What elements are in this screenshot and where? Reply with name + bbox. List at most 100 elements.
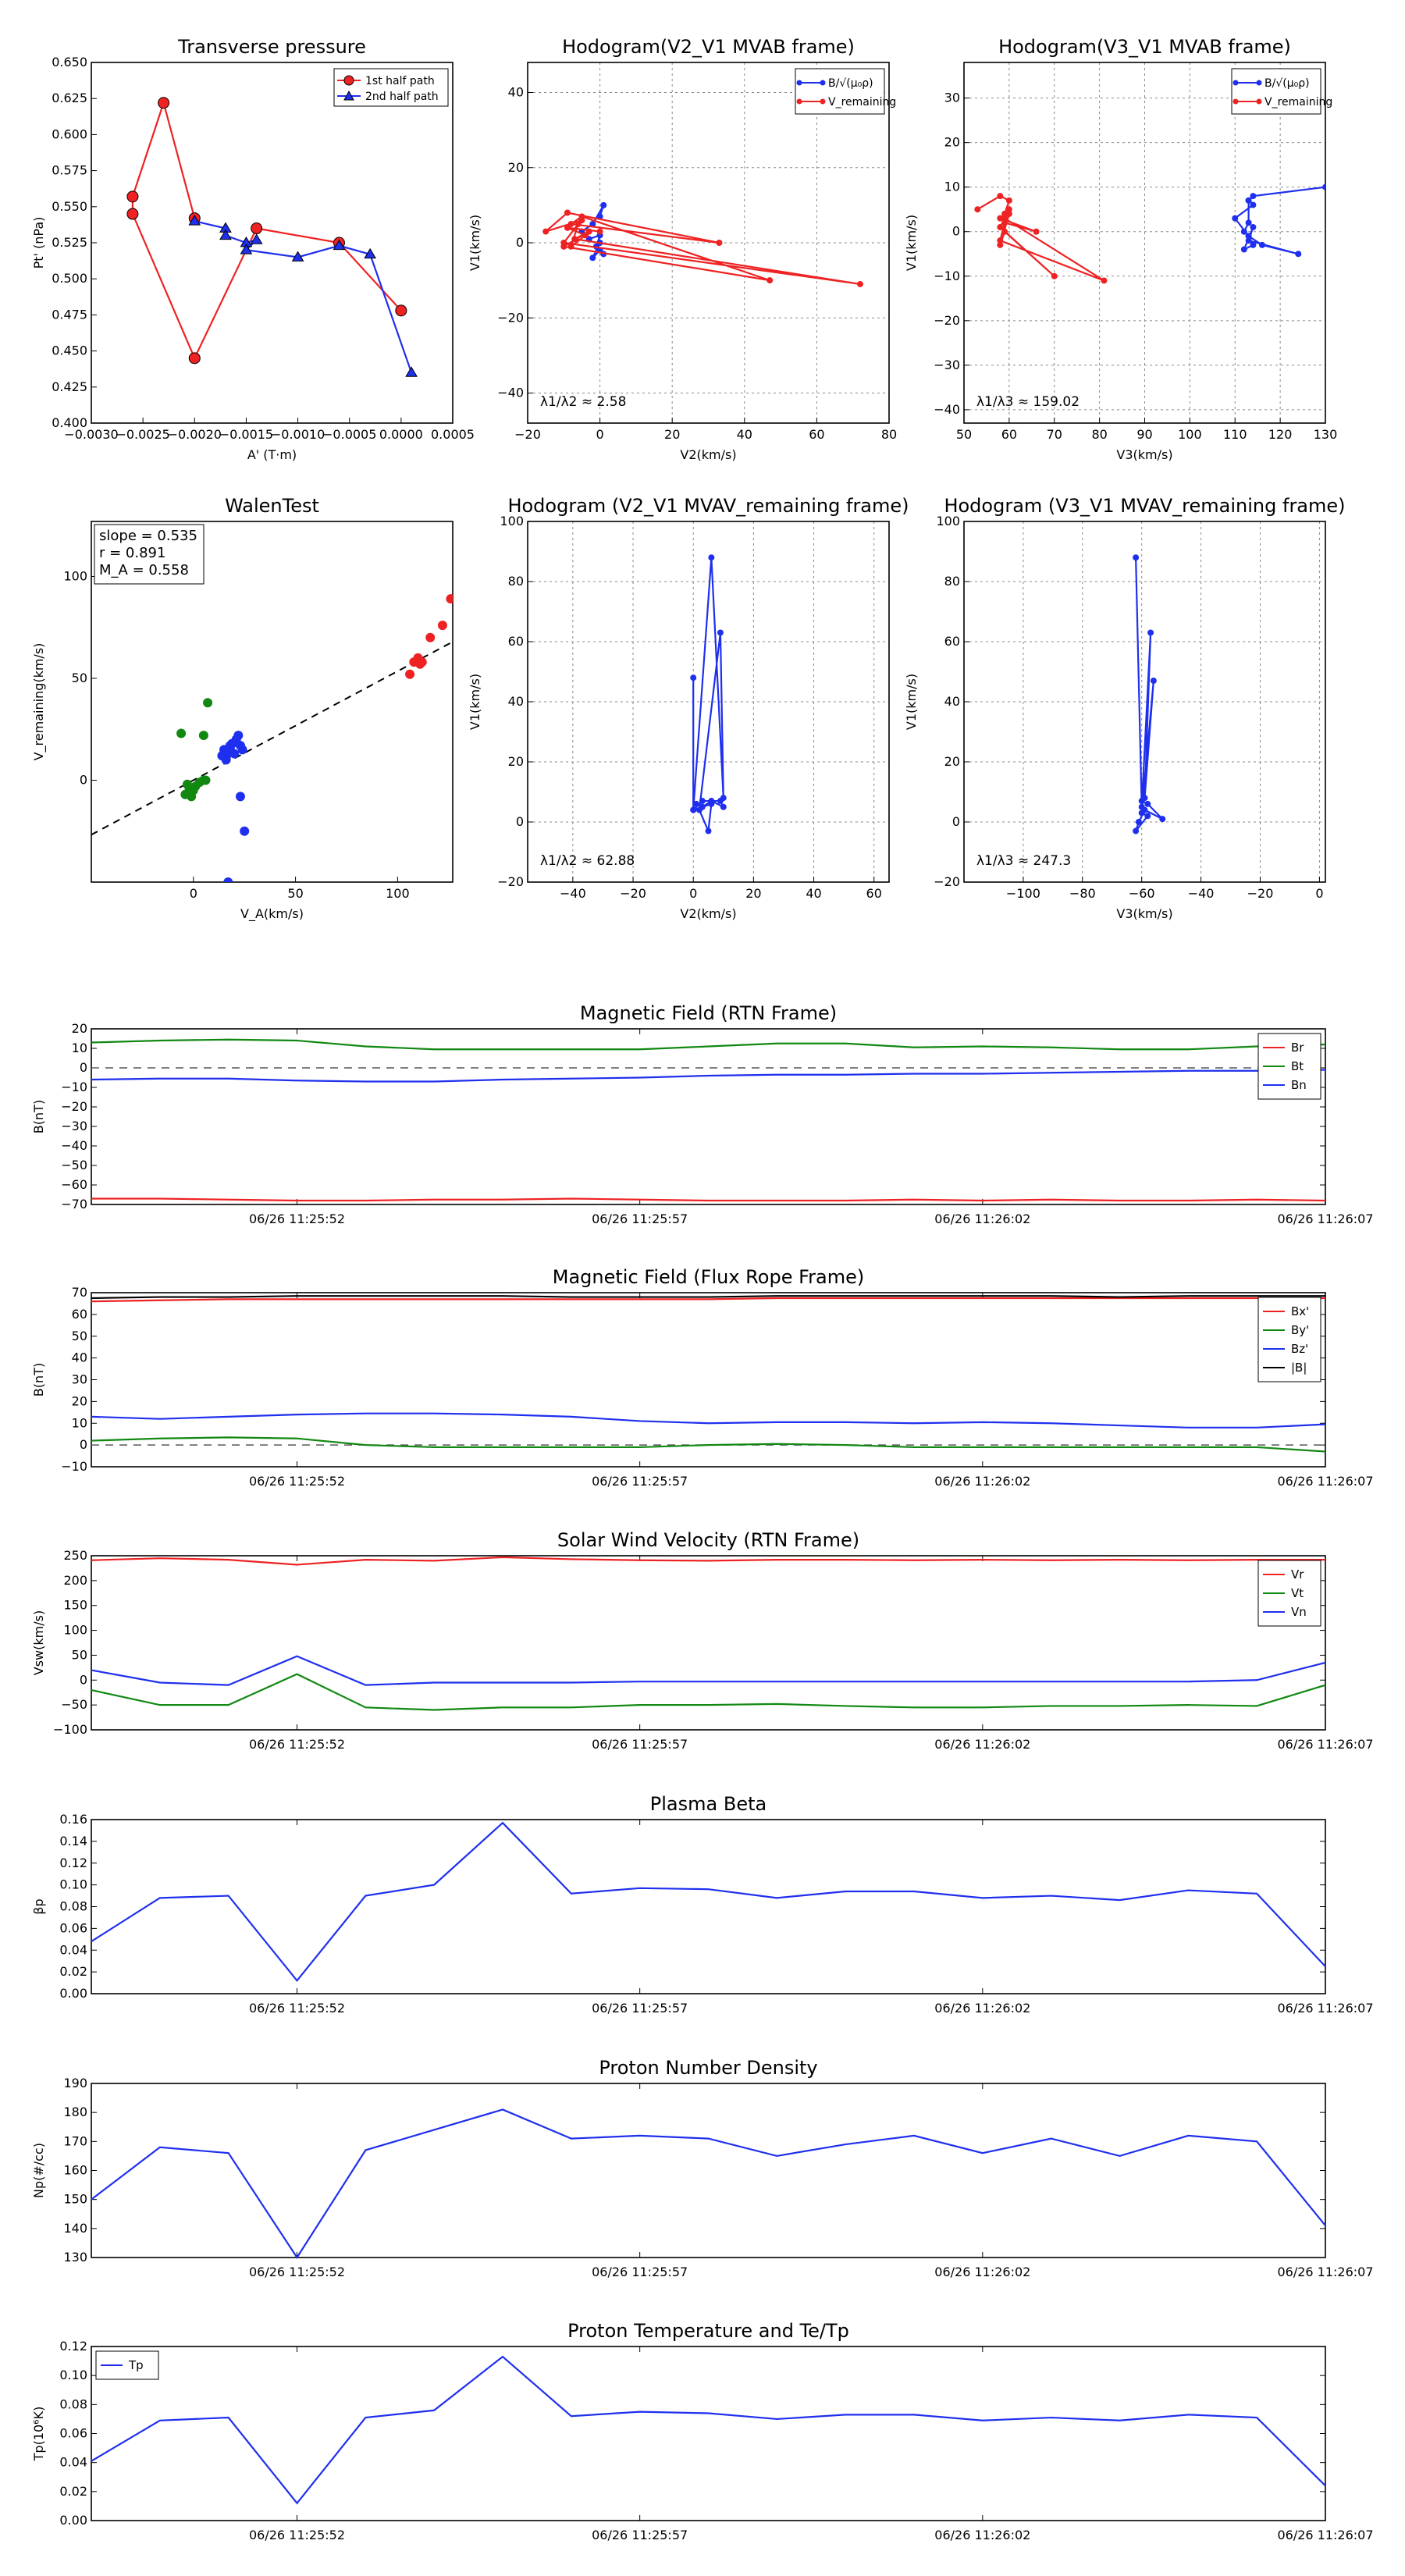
x-tick-label: 110 [1223,427,1247,442]
data-point [1141,806,1148,813]
x-tick-label: 06/26 11:26:02 [934,1737,1030,1752]
x-tick-label: 06/26 11:26:07 [1277,1737,1373,1752]
y-tick-label: 60 [72,1307,87,1322]
y-tick-label: 40 [944,694,960,709]
y-tick-label: −70 [61,1197,87,1212]
data-point [582,232,589,239]
legend-marker [796,80,802,86]
legend-label: |B| [1291,1361,1307,1375]
x-tick-label: 06/26 11:25:52 [249,2265,345,2279]
legend-label: Br [1291,1041,1304,1055]
y-tick-label: 0.600 [52,126,87,141]
x-tick-label: 06/26 11:25:57 [592,2528,688,2542]
x-tick-label: −40 [560,886,586,901]
data-point [126,190,139,203]
y-tick-label: 40 [508,694,524,709]
series-line-Vn [91,1655,1326,1686]
plot-area [126,97,418,377]
data-point [1250,241,1257,248]
y-tick-label: 0.02 [59,2484,87,2499]
panel-solar-wind-velocity: Solar Wind Velocity (RTN Frame) −100 −50 0 5… [31,1529,1374,1752]
series-line-beta [91,1821,1326,1983]
y-tick-label: 20 [508,160,524,175]
series-line-Bz' [91,1412,1326,1429]
y-tick-label: 0.10 [59,2368,87,2382]
data-point [176,728,187,738]
data-point [219,229,232,240]
data-point [578,213,585,220]
y-tick-label: 130 [63,2250,87,2265]
legend-box [1231,68,1321,115]
data-point [188,215,201,226]
plot-area [690,554,727,834]
series-line-1st half path [131,99,402,361]
y-tick-label: 0.625 [52,91,87,105]
y-tick-label: 80 [508,574,524,589]
y-tick-label: 20 [944,135,960,150]
x-tick-label: −0.0010 [271,427,325,442]
x-tick-label: 06/26 11:26:02 [934,2265,1030,2279]
y-axis-label: V_remaining(km/s) [31,643,47,761]
data-point [221,753,231,763]
x-tick-label: 06/26 11:26:07 [1277,1212,1373,1226]
y-tick-label: 0.12 [59,2339,87,2354]
x-tick-label: 06/26 11:26:07 [1277,2528,1373,2542]
data-point [690,806,697,813]
axes-frame [91,1292,1326,1468]
y-tick-label: 0 [80,1672,87,1687]
data-point [405,669,415,679]
data-point [708,554,715,561]
chart-title: WalenTest [225,495,319,517]
data-point [225,741,235,751]
panel-hodogram-v2-v1-mvav: Hodogram (V2_V1 MVAV_remaining frame) −40… [468,495,909,921]
series-line-Vr [91,1556,1325,1566]
data-point [997,237,1004,244]
x-tick-label: 40 [806,886,821,901]
y-tick-label: 170 [63,2133,87,2148]
chart-title: Plasma Beta [650,1793,767,1815]
data-point [567,243,574,250]
data-point [717,798,724,805]
data-point [1001,215,1008,222]
data-point [1240,246,1247,253]
series-line-Bt [91,1038,1326,1051]
data-point [1258,241,1265,248]
legend-label: 1st half path [365,75,435,87]
y-tick-label: 30 [72,1372,87,1387]
y-tick-label: 0.12 [59,1856,87,1870]
chart-title: Magnetic Field (RTN Frame) [580,1002,837,1024]
x-tick-label: 60 [866,886,882,901]
data-point [856,280,863,287]
x-tick-label: 0.0005 [431,427,475,442]
legend-label: 2nd half path [365,91,439,103]
data-point [1250,224,1257,231]
x-axis-label: V2(km/s) [680,906,736,921]
data-point [1322,183,1325,190]
data-point [720,803,727,810]
y-tick-label: 0 [80,1437,87,1452]
data-point [1245,197,1252,204]
legend-label: Tp [128,2358,144,2372]
y-tick-label: 190 [63,2076,87,2090]
y-tick-label: 200 [63,1573,87,1588]
series-line-By' [91,1436,1326,1453]
data-point [574,220,582,227]
data-point [364,247,377,259]
y-tick-label: 20 [72,1393,87,1408]
y-tick-label: 140 [63,2221,87,2236]
x-axis-label: V3(km/s) [1116,906,1172,921]
x-tick-label: 06/26 11:25:52 [249,1737,345,1752]
y-tick-label: 100 [500,514,524,528]
chart-title: Solar Wind Velocity (RTN Frame) [557,1529,859,1551]
series-line-|B| [91,1295,1325,1300]
legend-marker [343,75,354,86]
y-tick-label: 0 [80,772,87,787]
data-point [1005,210,1012,217]
data-point [600,201,607,208]
y-tick-label: −50 [61,1697,87,1712]
data-point [1138,798,1145,805]
x-tick-label: 06/26 11:25:57 [592,1212,688,1226]
y-tick-label: 20 [72,1021,87,1036]
panel-walen-test: WalenTest 0 50 100 0 50 100 V_A(km/s) V_remainin… [31,495,454,922]
x-tick-label: 40 [737,427,752,442]
